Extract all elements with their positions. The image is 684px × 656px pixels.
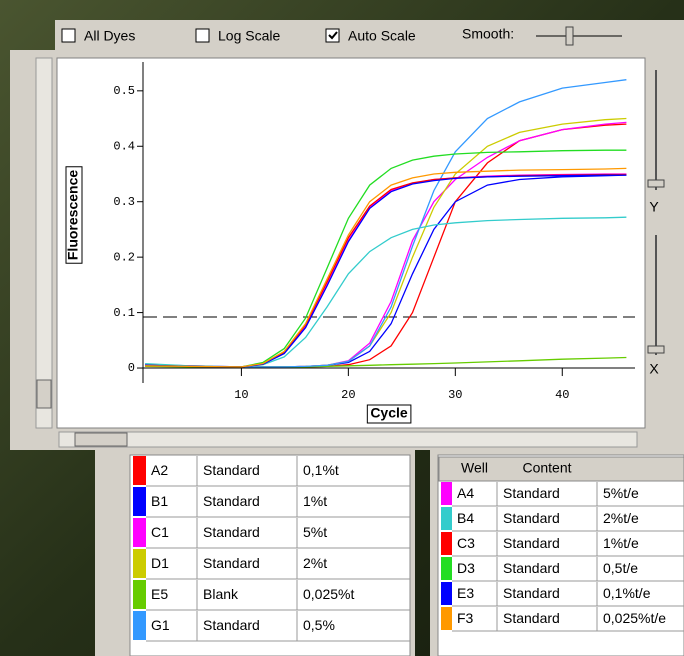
y-slider-label: Y [649, 199, 659, 215]
bottom-scrollbar[interactable] [58, 431, 638, 448]
table-header [438, 456, 684, 482]
table-cell[interactable]: Blank [203, 586, 239, 602]
well-cell[interactable]: D1 [151, 555, 169, 571]
column-header: Content [522, 460, 571, 476]
well-cell[interactable]: A2 [151, 462, 168, 478]
checkbox[interactable] [61, 28, 76, 43]
table-cell[interactable]: Standard [203, 462, 260, 478]
table-cell[interactable]: 1%t [303, 493, 327, 509]
color-swatch [133, 456, 146, 485]
table-cell[interactable]: Standard [503, 560, 560, 576]
smooth-thumb[interactable] [565, 26, 574, 46]
table-cell[interactable]: Standard [203, 493, 260, 509]
x-label-box [366, 404, 412, 424]
table-cell[interactable]: 0,5% [303, 617, 335, 633]
x-slider-label: X [649, 361, 659, 377]
table-cell[interactable]: 1%t/e [603, 535, 639, 551]
well-cell[interactable]: G1 [151, 617, 170, 633]
color-swatch [133, 549, 146, 578]
y-tick-label: 0.3 [113, 195, 135, 209]
scroll-thumb[interactable] [74, 432, 128, 447]
color-swatch [441, 507, 452, 530]
x-tick-label: 40 [555, 388, 569, 402]
well-cell[interactable]: F3 [457, 610, 474, 626]
well-cell[interactable]: C3 [457, 535, 475, 551]
table-cell[interactable]: Standard [503, 585, 560, 601]
column-header: Well [461, 460, 488, 476]
y-slider-thumb[interactable] [647, 179, 665, 188]
y-tick-label: 0 [128, 361, 135, 375]
color-swatch [441, 582, 452, 605]
x-slider-thumb[interactable] [647, 345, 665, 354]
toolbar [55, 20, 684, 50]
left-scrollbar[interactable] [35, 57, 53, 429]
well-cell[interactable]: C1 [151, 524, 169, 540]
curve [145, 79, 627, 368]
table-cell[interactable]: Standard [503, 535, 560, 551]
table-cell[interactable]: 2%t [303, 555, 327, 571]
x-tick-label: 20 [341, 388, 355, 402]
y-tick-label: 0.4 [113, 139, 135, 153]
table-cell[interactable]: Standard [203, 524, 260, 540]
well-cell[interactable]: E3 [457, 585, 474, 601]
x-axis-label: Cycle [370, 405, 408, 421]
color-swatch [133, 487, 146, 516]
well-cell[interactable]: E5 [151, 586, 168, 602]
table-cell[interactable]: 0,1%t [303, 462, 339, 478]
curve [145, 149, 627, 368]
table-cell[interactable]: 0,1%t/e [603, 585, 651, 601]
well-cell[interactable]: B1 [151, 493, 168, 509]
checkmark [328, 31, 338, 40]
well-cell[interactable]: B4 [457, 510, 474, 526]
plot-frame [56, 57, 646, 429]
x-tick-label: 30 [448, 388, 462, 402]
checkbox-label: Log Scale [218, 28, 280, 44]
checkbox-label: All Dyes [84, 28, 135, 44]
color-swatch [133, 518, 146, 547]
table-cell[interactable]: Standard [503, 510, 560, 526]
table-cell[interactable]: Standard [203, 617, 260, 633]
y-tick-label: 0.1 [113, 306, 135, 320]
y-axis-label: Fluorescence [65, 170, 81, 260]
left-table [129, 454, 411, 656]
curve [145, 167, 627, 368]
scroll-thumb[interactable] [36, 379, 52, 409]
table-cell[interactable]: Standard [503, 610, 560, 626]
y-tick-label: 0.5 [113, 84, 135, 98]
color-swatch [441, 482, 452, 505]
x-tick-label: 10 [234, 388, 248, 402]
table-cell[interactable]: 0,025%t [303, 586, 354, 602]
color-swatch [441, 557, 452, 580]
color-swatch [133, 611, 146, 640]
smooth-label: Smooth: [462, 26, 514, 42]
table-cell[interactable]: 0,5t/e [603, 560, 638, 576]
table-cell[interactable]: 0,025%t/e [603, 610, 666, 626]
table-cell[interactable]: 2%t/e [603, 510, 639, 526]
table-cell[interactable]: 5%t [303, 524, 327, 540]
color-swatch [133, 580, 146, 609]
table-cell[interactable]: 5%t/e [603, 485, 639, 501]
y-tick-label: 0.2 [113, 250, 135, 264]
table-cell[interactable]: Standard [203, 555, 260, 571]
color-swatch [441, 607, 452, 630]
well-cell[interactable]: D3 [457, 560, 475, 576]
table-cell[interactable]: Standard [503, 485, 560, 501]
checkbox[interactable] [195, 28, 210, 43]
well-cell[interactable]: A4 [457, 485, 474, 501]
y-label-box [65, 166, 83, 264]
checkbox[interactable] [325, 28, 340, 43]
color-swatch [441, 532, 452, 555]
checkbox-label: Auto Scale [348, 28, 416, 44]
